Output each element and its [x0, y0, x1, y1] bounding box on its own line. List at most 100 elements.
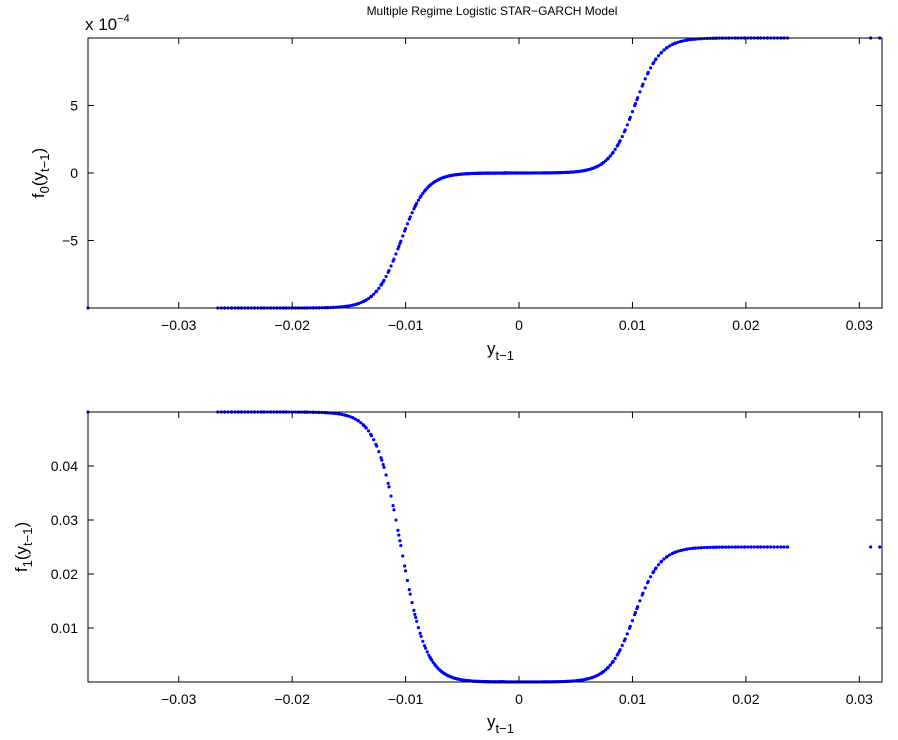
bottom-data-point: [423, 646, 428, 650]
top-data-point: [414, 203, 418, 207]
top-data-point: [472, 171, 477, 175]
bottom-data-point: [407, 588, 411, 592]
top-data-point: [350, 303, 354, 307]
top-data-point: [702, 36, 706, 41]
bottom-data-point: [601, 670, 605, 674]
top-data-point: [620, 134, 624, 139]
bottom-data-point: [702, 545, 706, 550]
top-data-point: [610, 151, 614, 156]
top-data-point: [462, 172, 466, 176]
bottom-data-point: [374, 442, 378, 446]
top-y-ticks: 5 0 −5: [62, 98, 882, 249]
top-data-point: [605, 157, 610, 161]
bottom-data-point: [651, 571, 655, 575]
bottom-data-point: [401, 554, 405, 558]
top-y-tick-label: 0: [70, 165, 78, 181]
bottom-data-point: [396, 528, 400, 533]
top-data-point: [384, 274, 388, 279]
top-data-point: [570, 170, 574, 174]
bottom-data-point: [394, 518, 398, 522]
bottom-data-point: [412, 608, 416, 612]
top-data-point: [372, 292, 376, 296]
bottom-data-point: [733, 545, 737, 549]
top-x-tick-label: −0.01: [388, 317, 424, 333]
bottom-data-point: [437, 667, 441, 671]
bottom-data-point: [425, 650, 429, 654]
top-data-point: [536, 171, 540, 175]
bottom-data-point: [403, 564, 407, 568]
bottom-data-point: [399, 543, 403, 548]
bottom-data-point: [413, 612, 417, 616]
bottom-data-point: [736, 545, 740, 549]
top-data-point: [526, 171, 530, 175]
bottom-data-point: [450, 675, 454, 679]
bottom-data-point: [419, 634, 423, 639]
top-data-point: [450, 173, 454, 177]
bottom-data-point: [342, 413, 347, 417]
top-data-point: [412, 207, 416, 211]
top-data-point: [659, 51, 663, 55]
top-data-point: [416, 198, 421, 202]
bottom-data-point: [458, 677, 462, 682]
top-data-point: [399, 239, 403, 243]
bottom-data-point: [433, 662, 437, 666]
bottom-data-point: [772, 545, 776, 549]
bottom-data-point: [356, 418, 360, 423]
bottom-data-point: [428, 656, 433, 660]
top-data-point: [418, 195, 422, 199]
bottom-axes-box: [87, 411, 883, 683]
top-data-point: [673, 41, 677, 46]
bottom-data-point: [410, 600, 414, 605]
bottom-data-point: [752, 545, 756, 549]
top-data-point: [649, 66, 653, 70]
top-data-point: [458, 172, 462, 176]
bottom-y-tick-label: 0.04: [51, 458, 78, 474]
bottom-data-point: [676, 549, 680, 553]
bottom-data-point: [416, 626, 421, 630]
top-data-point: [635, 98, 639, 102]
top-data-point: [601, 161, 605, 165]
top-data-point: [565, 170, 569, 174]
top-data-point: [391, 259, 395, 263]
bottom-data-point: [415, 619, 419, 623]
chart-title: Multiple Regime Logistic STAR−GARCH Mode…: [367, 4, 618, 18]
top-data-point: [469, 171, 473, 176]
top-data-point: [363, 298, 368, 303]
top-data-point: [668, 44, 672, 48]
top-x-ticks: −0.03 −0.02 −0.01 0 0.01 0.02 0.03: [161, 38, 873, 333]
bottom-data-point: [765, 545, 769, 549]
top-y-tick-label: −5: [62, 233, 78, 249]
top-data-point: [678, 39, 683, 44]
top-data-point: [615, 144, 619, 148]
bottom-data-point: [372, 438, 376, 442]
bottom-data-point: [693, 546, 697, 550]
top-data-point: [645, 72, 650, 76]
top-data-point: [638, 90, 642, 94]
bottom-data-point: [653, 567, 658, 571]
bottom-data-point: [640, 593, 644, 597]
top-data-point: [608, 154, 612, 158]
bottom-data-point: [711, 545, 715, 549]
bottom-data-point: [359, 421, 363, 425]
top-data-point: [374, 290, 378, 294]
bottom-data-point: [610, 660, 614, 665]
bottom-data-point: [775, 545, 780, 549]
bottom-data-point: [726, 545, 731, 549]
top-y-tick-label: 5: [70, 98, 78, 114]
bottom-data-point: [585, 677, 589, 681]
bottom-data-point: [645, 581, 650, 585]
top-data-point: [377, 286, 381, 290]
bottom-x-tick-label: 0.02: [732, 691, 759, 707]
bottom-data-point: [659, 560, 663, 564]
bottom-data-point: [392, 508, 396, 512]
bottom-data-point: [749, 545, 753, 549]
top-data-point: [421, 191, 425, 195]
bottom-data-point: [382, 465, 386, 469]
top-data-point: [656, 54, 661, 58]
top-data-point: [688, 38, 692, 42]
bottom-data-point: [762, 545, 766, 549]
bottom-data-point: [617, 649, 621, 653]
bottom-x-axis-label: yt−1: [487, 712, 514, 736]
bottom-data-point: [625, 632, 629, 636]
